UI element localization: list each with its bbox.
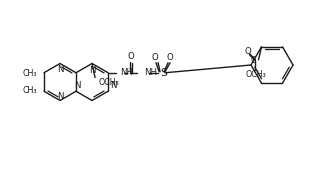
- Text: OCH₃: OCH₃: [98, 78, 119, 87]
- Text: N: N: [89, 66, 95, 74]
- Text: N: N: [57, 92, 63, 100]
- Text: S: S: [160, 68, 167, 78]
- Text: NH: NH: [120, 68, 133, 77]
- Text: O: O: [128, 52, 134, 61]
- Text: O: O: [152, 53, 159, 62]
- Text: CH₃: CH₃: [23, 86, 37, 95]
- Text: OCH₃: OCH₃: [245, 70, 266, 79]
- Text: N: N: [74, 81, 80, 90]
- Text: C: C: [251, 56, 256, 65]
- Text: NH: NH: [144, 68, 157, 77]
- Text: O: O: [244, 47, 251, 56]
- Text: N: N: [57, 64, 63, 73]
- Text: N: N: [110, 81, 116, 90]
- Text: CH₃: CH₃: [23, 69, 37, 78]
- Text: O: O: [167, 53, 173, 62]
